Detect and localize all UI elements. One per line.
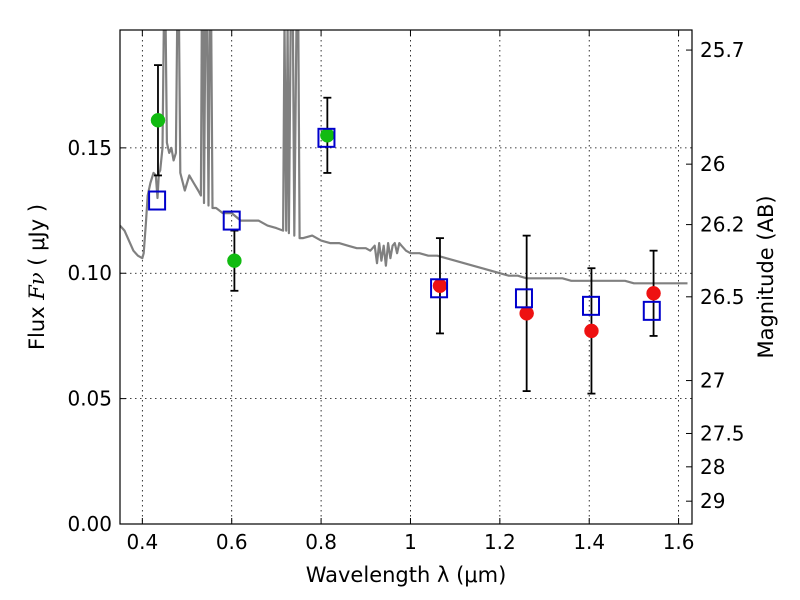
y2-tick-label: 27.5	[700, 421, 745, 445]
y-tick-label: 0.00	[67, 512, 112, 536]
y2-tick-label: 26.5	[700, 285, 745, 309]
data-point	[519, 306, 534, 321]
data-point	[646, 286, 661, 301]
y2-tick-label: 26.2	[700, 213, 745, 237]
x-tick-label: 1.6	[663, 530, 695, 554]
x-tick-label: 1.2	[484, 530, 516, 554]
model-square	[514, 288, 533, 309]
plot-frame	[119, 29, 693, 525]
y-axis-title-symbol: Fν	[25, 272, 49, 301]
y-tick-label: 0.10	[67, 261, 112, 285]
model-square	[222, 210, 241, 231]
data-point	[227, 253, 242, 268]
y2-tick-label: 25.7	[700, 38, 745, 62]
y2-axis-ticks: 25.7 26 26.2 26.5 27 27.5 28 29	[686, 38, 745, 513]
y-axis-title: Flux Fν ( μJy )	[25, 204, 49, 350]
x-tick-label: 0.8	[305, 530, 337, 554]
x-tick-label: 0.4	[126, 530, 158, 554]
plot-background	[120, 30, 692, 524]
data-point	[150, 113, 166, 128]
x-tick-label: 0.6	[216, 530, 248, 554]
data-point	[584, 323, 599, 339]
y-tick-label: 0.05	[67, 387, 112, 411]
data-point	[320, 128, 335, 143]
spectrum-path	[120, 30, 688, 285]
y2-tick-label: 26	[700, 152, 725, 176]
y-axis-title-prefix: Flux	[25, 300, 49, 350]
model-square	[642, 300, 661, 321]
model-squares	[148, 127, 661, 321]
model-square	[582, 295, 601, 316]
y-axis-ticks: 0.00 0.05 0.10 0.15	[67, 136, 126, 536]
y2-axis-title: Magnitude (AB)	[754, 195, 778, 358]
y2-tick-label: 27	[700, 369, 725, 393]
x-axis-title: Wavelength λ (μm)	[306, 563, 507, 587]
x-axis-ticks: 0.4 0.6 0.8 1 1.2 1.4 1.6	[126, 30, 695, 554]
y2-tick-label: 29	[700, 489, 725, 513]
model-square	[148, 190, 167, 211]
x-tick-label: 1	[404, 530, 417, 554]
y2-tick-label: 28	[700, 455, 725, 479]
model-square	[317, 127, 336, 148]
data-point	[432, 278, 448, 294]
x-tick-label: 1.4	[573, 530, 605, 554]
model-square	[430, 278, 449, 299]
y-axis-title-suffix: ( μJy )	[25, 204, 49, 272]
model-spectrum-line	[120, 30, 688, 285]
grid-lines	[120, 30, 692, 524]
y-tick-label: 0.15	[67, 136, 112, 160]
